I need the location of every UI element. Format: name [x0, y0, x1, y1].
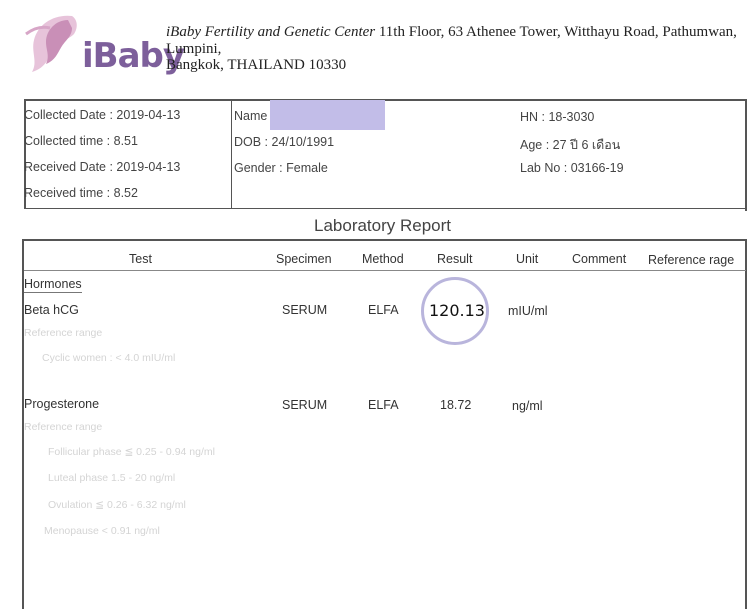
- prog-ref-line3: Ovulation ≦ 0.26 - 6.32 ng/ml: [48, 499, 186, 511]
- col-result: Result: [437, 252, 473, 266]
- prog-ref-label: Reference range: [24, 421, 103, 433]
- col-unit: Unit: [516, 252, 539, 266]
- prog-ref-line1: Follicular phase ≦ 0.25 - 0.94 ng/ml: [48, 446, 215, 458]
- prog-result: 18.72: [440, 398, 472, 412]
- section-hormones: Hormones: [24, 277, 82, 293]
- gender: Gender : Female: [234, 161, 328, 175]
- prog-test: Progesterone: [24, 397, 100, 411]
- prog-ref-line4: Menopause < 0.91 ng/ml: [44, 525, 160, 537]
- hn: HN : 18-3030: [520, 110, 595, 124]
- prog-method: ELFA: [368, 398, 399, 412]
- received-time: Received time : 8.52: [24, 186, 138, 200]
- dob: DOB : 24/10/1991: [234, 135, 335, 149]
- hcg-ref-line1: Cyclic women : < 4.0 mIU/ml: [42, 352, 176, 364]
- report-title: Laboratory Report: [314, 216, 452, 235]
- center-name: iBaby Fertility and Genetic Center: [166, 24, 376, 40]
- col-comment: Comment: [572, 252, 627, 266]
- prog-unit: ng/ml: [512, 399, 543, 413]
- hcg-ref-label: Reference range: [24, 327, 103, 339]
- address-line-1: 11th Floor, 63 Athenee Tower, Witthayu R…: [375, 24, 737, 40]
- highlight-circle: [421, 277, 489, 345]
- hcg-method: ELFA: [368, 303, 399, 317]
- header-line-1: iBaby Fertility and Genetic Center 11th …: [166, 24, 737, 41]
- col-specimen: Specimen: [276, 252, 332, 266]
- address-line-3: Bangkok, THAILAND 10330: [166, 57, 347, 73]
- info-divider: [231, 100, 232, 208]
- lab-no: Lab No : 03166-19: [520, 161, 624, 175]
- name-redaction: [270, 100, 385, 130]
- hcg-result: 120.13: [429, 301, 485, 320]
- received-date: Received Date : 2019-04-13: [24, 160, 181, 174]
- hcg-specimen: SERUM: [282, 303, 328, 317]
- name-label: Name: [234, 109, 268, 123]
- col-test: Test: [129, 252, 152, 266]
- prog-ref-line2: Luteal phase 1.5 - 20 ng/ml: [48, 472, 176, 484]
- info-edge: [745, 99, 747, 211]
- col-method: Method: [362, 252, 404, 266]
- report-table-box: [22, 239, 747, 609]
- prog-specimen: SERUM: [282, 398, 328, 412]
- hcg-unit: mIU/ml: [508, 304, 548, 318]
- col-reference: Reference rage: [648, 253, 735, 267]
- age: Age : 27 ปี 6 เดือน: [520, 138, 621, 152]
- collected-time: Collected time : 8.51: [24, 134, 138, 148]
- logo-text: iBaby: [82, 36, 185, 76]
- collected-date: Collected Date : 2019-04-13: [24, 108, 181, 122]
- logo-silhouette-icon: [24, 12, 84, 74]
- address-line-2: Lumpini,: [166, 41, 222, 57]
- hcg-test: Beta hCG: [24, 303, 79, 317]
- header-rule: [24, 270, 746, 271]
